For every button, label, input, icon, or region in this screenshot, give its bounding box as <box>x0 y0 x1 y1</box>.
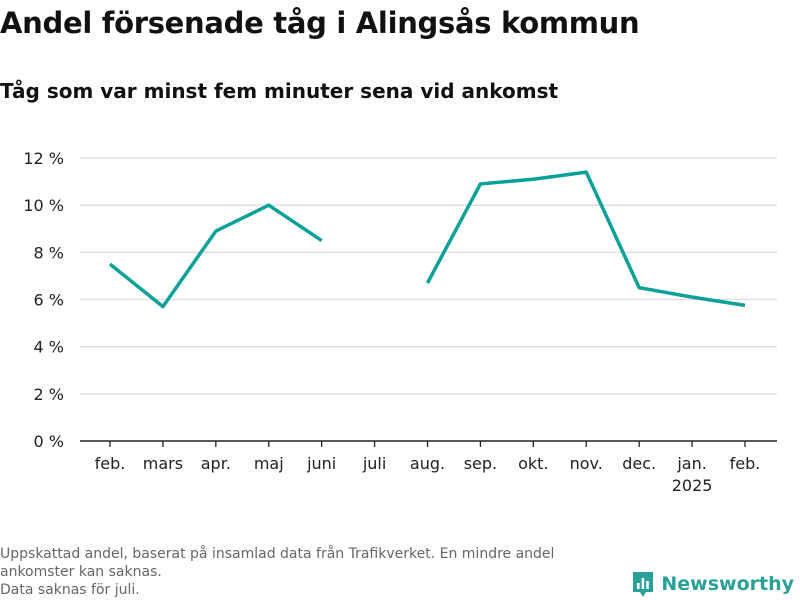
y-tick-label: 8 % <box>34 243 64 262</box>
chart-subtitle: Tåg som var minst fem minuter sena vid a… <box>0 79 559 103</box>
x-tick-label: maj <box>254 454 284 473</box>
y-axis-ticks: 0 % 2 % 4 % 6 % 8 % 10 % 12 % <box>23 149 64 451</box>
brand-name: Newsworthy <box>661 573 794 595</box>
x-tick-label: mars <box>143 454 183 473</box>
y-tick-label: 12 % <box>23 149 64 168</box>
footnote-line-1: Uppskattad andel, baserat på insamlad da… <box>0 546 555 562</box>
footnote-line-3: Data saknas för juli. <box>0 582 140 598</box>
footnote-line-2: ankomster kan saknas. <box>0 564 162 580</box>
x-tick-label: okt. <box>518 454 548 473</box>
y-tick-label: 4 % <box>34 338 64 357</box>
brand-logo: Newsworthy <box>631 569 794 599</box>
x-tick-label: sep. <box>464 454 497 473</box>
y-tick-label: 6 % <box>34 291 64 310</box>
x-tick-label: dec. <box>622 454 656 473</box>
x-axis-ticks: feb. mars apr. maj juni juli aug. sep. okt. nov. d… <box>95 441 761 495</box>
series-lines <box>108 170 746 309</box>
chart-title: Andel försenade tåg i Alingsås kommun <box>0 6 640 40</box>
x-tick-label: juni <box>306 454 336 473</box>
x-tick-label: juli <box>362 454 386 473</box>
x-tick-label: apr. <box>201 454 231 473</box>
x-tick-label: feb. <box>730 454 761 473</box>
x-tick-label: jan. <box>676 454 706 473</box>
bar-chart-icon <box>633 572 654 597</box>
series-line-segment <box>108 203 323 309</box>
x-tick-label: feb. <box>95 454 126 473</box>
series-line-segment <box>425 170 746 308</box>
x-tick-label: aug. <box>410 454 445 473</box>
y-tick-label: 0 % <box>34 432 64 451</box>
gridlines <box>80 157 777 442</box>
x-tick-sublabel: 2025 <box>672 476 713 495</box>
y-tick-label: 2 % <box>34 385 64 404</box>
y-tick-label: 10 % <box>23 196 64 215</box>
x-tick-label: nov. <box>570 454 603 473</box>
